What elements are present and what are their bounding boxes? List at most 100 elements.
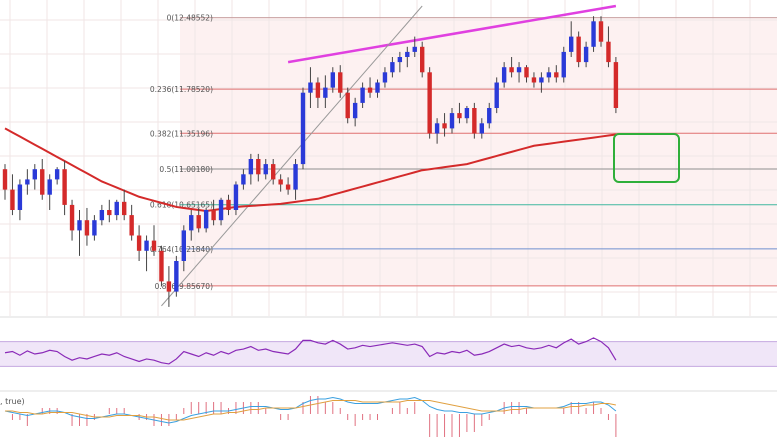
candle-body (405, 51, 410, 57)
fib-level-label: 0.382(11.35196) (150, 129, 213, 138)
candle-body (345, 92, 350, 119)
candle-body (181, 230, 186, 261)
candle-body (397, 57, 403, 63)
candle-body (382, 72, 388, 83)
fib-zone-shading (180, 17, 777, 286)
candle-body (25, 179, 30, 185)
candle-body (129, 215, 134, 236)
candle-body (569, 36, 574, 52)
candle-body (189, 215, 194, 231)
fib-level-label: 0(12.48552) (167, 14, 213, 23)
candle-body (487, 108, 492, 124)
candle-body (509, 67, 514, 73)
candle-body (531, 77, 537, 83)
macd-parameters-label: , true) (0, 397, 25, 406)
candle-body (136, 235, 142, 251)
candle-body (278, 179, 283, 185)
candle-body (516, 67, 522, 73)
candle-body (367, 87, 373, 93)
candle-body (144, 240, 149, 251)
candle-body (323, 87, 328, 98)
candle-body (32, 169, 37, 180)
candle-body (203, 210, 209, 229)
candle-body (606, 41, 611, 63)
candle-body (464, 108, 470, 119)
candle-body (285, 184, 291, 190)
candle-body (226, 199, 231, 210)
candle-body (442, 123, 447, 129)
candle-body (17, 184, 23, 210)
rsi-band (0, 341, 777, 367)
candle-body (69, 204, 75, 231)
candle-body (330, 72, 335, 88)
candle-body (196, 215, 201, 229)
candle-body (2, 169, 8, 190)
fib-level-label: 0.886(9.85670) (155, 282, 213, 291)
candle-body (174, 261, 179, 292)
moving-average-line (4, 127, 617, 213)
candle-body (494, 82, 499, 108)
candle-body (591, 21, 596, 47)
rsi-line (4, 337, 617, 365)
fib-level-label: 0.764(10.21840) (150, 245, 213, 254)
candle-body (47, 179, 52, 195)
candle-body (412, 46, 417, 52)
candle-body (479, 123, 484, 134)
candle-body (40, 169, 45, 195)
candle-body (293, 164, 298, 190)
candle-body (472, 108, 477, 134)
candle-body (338, 72, 343, 93)
candle-body (420, 46, 425, 73)
macd-signal-line (5, 400, 616, 421)
candle-body (159, 250, 164, 282)
candle-body (308, 82, 313, 93)
candle-body (114, 201, 119, 216)
candle-body (375, 82, 380, 93)
candle-body (539, 77, 544, 83)
candle-body (598, 21, 604, 42)
candle-body (241, 174, 246, 185)
candle-body (211, 210, 216, 221)
candle-body (613, 62, 619, 108)
candle-body (248, 159, 254, 175)
candle-body (546, 72, 552, 78)
fib-level-label: 0.5(11.00180) (159, 165, 213, 174)
resistance-trendline (287, 4, 617, 64)
candle-body (256, 159, 261, 175)
candle-body (390, 62, 395, 73)
candle-body (360, 87, 365, 103)
candle-body (92, 220, 97, 236)
candle-body (434, 123, 440, 134)
candle-body (84, 220, 90, 236)
candle-body (122, 201, 127, 216)
candle-body (315, 82, 321, 98)
candle-body (166, 281, 172, 292)
candle-body (300, 92, 306, 165)
candle-body (449, 113, 455, 129)
candle-body (233, 184, 239, 210)
macd-line (4, 396, 617, 424)
fib-level-label: 0.236(11.78520) (150, 85, 213, 94)
candle-body (524, 67, 529, 78)
candle-body (554, 72, 559, 78)
candle-body (501, 67, 507, 83)
candle-body (151, 240, 157, 251)
candle-body (427, 72, 432, 134)
target-zone-box (613, 133, 680, 183)
candle-body (561, 51, 566, 78)
candle-body (54, 169, 60, 180)
candle-body (352, 102, 358, 119)
candle-body (218, 199, 224, 221)
candle-body (62, 169, 67, 205)
candle-body (77, 220, 82, 231)
candle-body (583, 46, 589, 63)
candle-body (457, 113, 462, 119)
candle-body (107, 210, 112, 216)
candle-body (271, 164, 276, 180)
candle-body (263, 164, 268, 175)
fib-level-label: 0.618(10.65165) (150, 201, 213, 210)
fib-anchor-trendline (161, 5, 423, 307)
candle-body (576, 36, 581, 63)
